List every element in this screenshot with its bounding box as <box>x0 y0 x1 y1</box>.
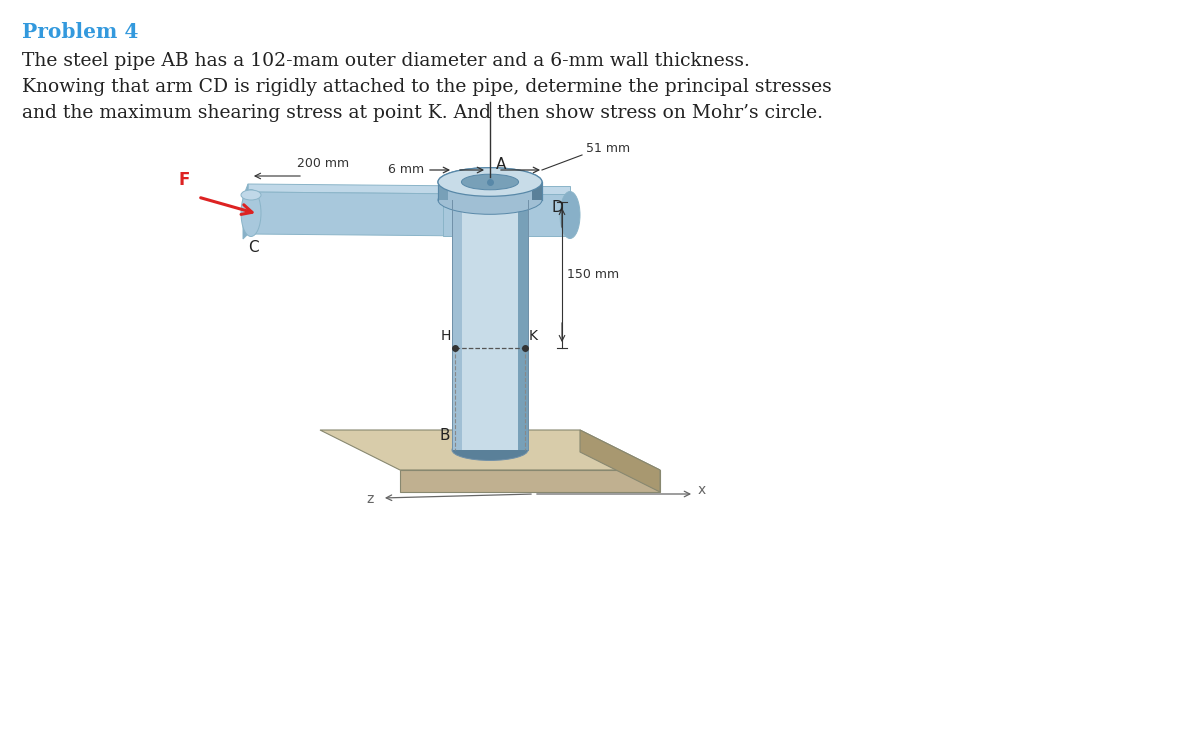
Polygon shape <box>439 182 448 200</box>
Polygon shape <box>452 200 528 450</box>
Polygon shape <box>243 184 248 239</box>
Text: z: z <box>366 492 374 506</box>
Polygon shape <box>532 182 543 200</box>
Text: Knowing that arm CD is rigidly attached to the pipe, determine the principal str: Knowing that arm CD is rigidly attached … <box>22 78 832 96</box>
Ellipse shape <box>461 174 519 190</box>
Ellipse shape <box>439 168 543 197</box>
Ellipse shape <box>452 189 528 211</box>
Ellipse shape <box>439 186 543 214</box>
Text: D: D <box>552 200 564 215</box>
Polygon shape <box>439 182 543 200</box>
Polygon shape <box>439 182 543 200</box>
Text: and the maximum shearing stress at point K. And then show stress on Mohr’s circl: and the maximum shearing stress at point… <box>22 104 823 122</box>
Text: x: x <box>699 483 707 497</box>
Text: 150 mm: 150 mm <box>567 268 619 280</box>
Polygon shape <box>452 200 528 450</box>
Polygon shape <box>518 200 528 450</box>
Polygon shape <box>452 200 462 450</box>
Polygon shape <box>320 430 660 470</box>
Polygon shape <box>580 430 660 492</box>
Polygon shape <box>532 182 543 200</box>
Text: 51 mm: 51 mm <box>586 142 630 154</box>
Text: B: B <box>440 428 450 443</box>
Text: H: H <box>441 329 452 343</box>
Text: K: K <box>530 329 538 343</box>
Ellipse shape <box>461 174 519 190</box>
Ellipse shape <box>452 439 528 461</box>
Text: C: C <box>248 240 259 255</box>
Ellipse shape <box>241 189 261 237</box>
Text: F: F <box>178 171 189 189</box>
Text: A: A <box>496 157 506 172</box>
Polygon shape <box>518 200 528 450</box>
Polygon shape <box>248 192 473 236</box>
Ellipse shape <box>560 191 580 238</box>
Polygon shape <box>443 194 570 236</box>
Polygon shape <box>439 182 448 200</box>
Polygon shape <box>248 184 473 194</box>
Ellipse shape <box>241 190 261 200</box>
Text: 6 mm: 6 mm <box>388 162 424 176</box>
Text: The steel pipe AB has a 102-mam outer diameter and a 6-mm wall thickness.: The steel pipe AB has a 102-mam outer di… <box>22 52 749 70</box>
Polygon shape <box>443 186 570 194</box>
Polygon shape <box>452 200 462 450</box>
Text: 200 mm: 200 mm <box>297 157 349 170</box>
Ellipse shape <box>439 186 543 214</box>
Ellipse shape <box>439 168 543 197</box>
Polygon shape <box>400 470 660 492</box>
Text: Problem 4: Problem 4 <box>22 22 138 42</box>
